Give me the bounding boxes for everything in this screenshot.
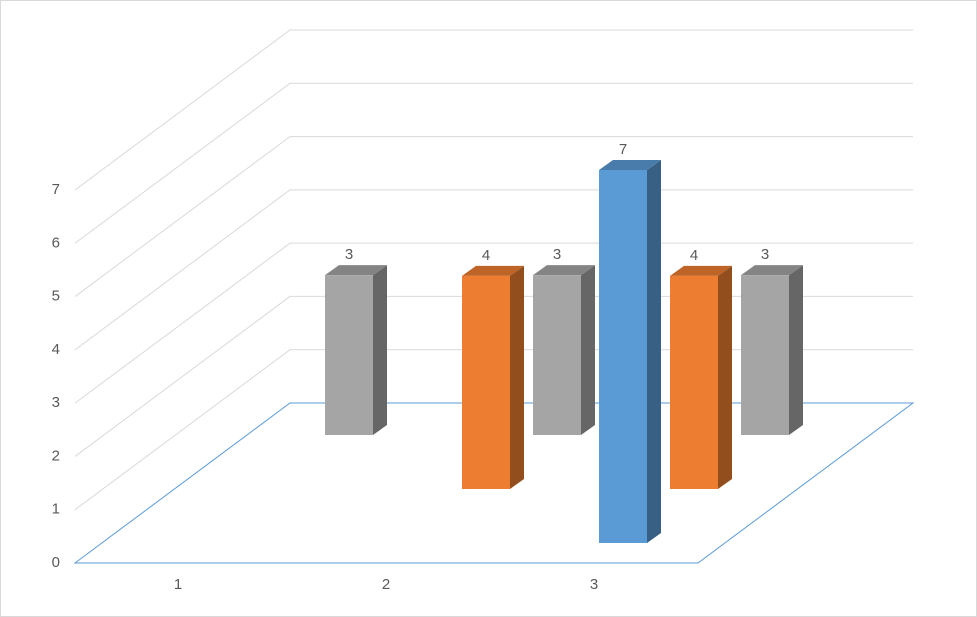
bar <box>599 170 647 543</box>
y-tick-label: 3 <box>52 394 60 411</box>
bar-top <box>599 160 661 170</box>
x-tick-label: 3 <box>590 576 598 593</box>
y-tick-label: 7 <box>52 181 60 198</box>
bar-top <box>670 265 732 276</box>
grid-line <box>74 29 913 191</box>
y-tick-label: 5 <box>52 288 60 305</box>
data-label: 4 <box>482 247 490 264</box>
bar-top <box>741 265 803 276</box>
bar <box>533 275 581 435</box>
bar-top <box>462 265 524 276</box>
y-tick-label: 1 <box>52 501 60 518</box>
bar-side <box>373 265 387 435</box>
data-label: 3 <box>553 246 561 263</box>
bar-top <box>533 265 595 276</box>
data-label: 3 <box>345 246 353 263</box>
floor <box>73 402 915 564</box>
bar <box>325 275 373 435</box>
y-tick-label: 6 <box>52 234 60 251</box>
bar-top <box>325 265 387 276</box>
bar-side <box>510 265 524 489</box>
bar-side <box>718 265 732 489</box>
bar <box>462 275 510 489</box>
bar-side <box>789 265 803 435</box>
bar-side <box>647 160 661 543</box>
y-tick-label: 0 <box>52 554 60 571</box>
y-tick-label: 4 <box>52 341 60 358</box>
grid-line <box>74 242 913 404</box>
bar <box>670 275 718 489</box>
grid-line <box>74 82 913 244</box>
y-tick-label: 2 <box>52 447 60 464</box>
bar-side <box>581 265 595 435</box>
data-label: 3 <box>761 246 769 263</box>
grid-line <box>74 136 913 297</box>
data-label: 4 <box>690 247 698 264</box>
x-tick-label: 2 <box>382 576 390 593</box>
grid-line <box>74 189 913 351</box>
data-label: 7 <box>619 141 627 158</box>
bar <box>741 275 789 435</box>
x-tick-label: 1 <box>174 576 182 593</box>
